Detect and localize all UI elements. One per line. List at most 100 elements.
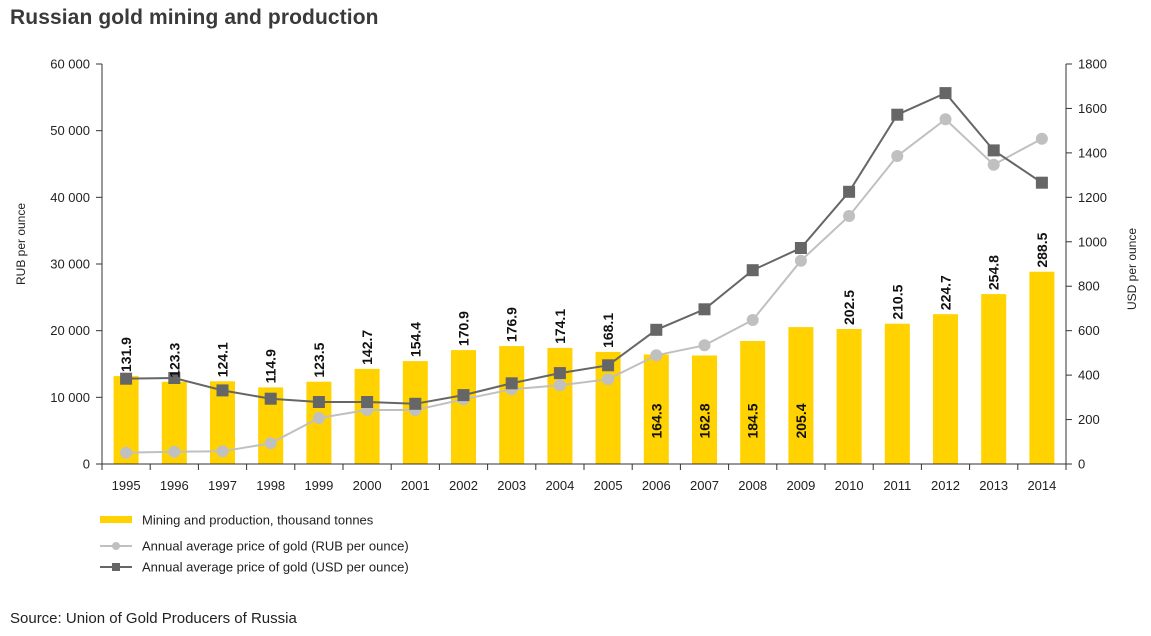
rub-point-2011 [891,150,904,162]
right-tick-label: 400 [1078,368,1100,383]
bar-labels-group: 131.9 123.3 124.1 114.9 123.5 142.7 154.4 170.9… [118,232,1050,438]
left-tick-label: 0 [83,457,90,472]
usd-point-2001 [409,397,422,410]
rub-point-1997 [216,445,229,458]
bar-2009 [788,327,814,464]
bar-value-label: 114.9 [263,349,279,383]
bar-value-label: 202.5 [841,290,857,325]
x-tick-label: 2013 [979,478,1008,493]
bar-value-label: 168.1 [600,313,616,348]
usd-point-2006 [650,323,663,336]
bar-2012 [933,314,958,464]
rub-point-2004 [553,379,566,392]
usd-price-line [126,91,1043,405]
usd-point-2007 [698,303,711,316]
usd-point-2009 [794,242,807,254]
bar-value-label: 123.3 [166,343,182,378]
bar-value-label: 142.7 [359,330,375,365]
left-tick-label: 60 000 [50,57,90,72]
x-tick-label: 2008 [738,478,767,493]
x-tick-label: 2014 [1027,478,1056,493]
legend-rub-marker [112,542,120,550]
usd-point-1998 [264,392,277,405]
usd-point-2008 [746,264,759,277]
rub-point-1995 [120,446,133,459]
rub-point-2013 [987,158,1000,171]
bar-2013 [981,294,1007,464]
bar-value-label: 224.7 [938,275,954,310]
x-tick-label: 2006 [642,478,671,493]
right-tick-label: 1800 [1078,57,1107,72]
bar-value-label: 205.4 [793,403,809,438]
rub-point-1996 [168,445,181,458]
bar-2004 [547,347,573,464]
rub-point-2012 [939,113,952,126]
usd-point-2003 [505,377,518,390]
bar-2006 [643,354,669,464]
bar-2008 [740,341,766,464]
legend-usd-marker [112,563,120,571]
rub-point-1998 [264,437,277,450]
x-tick-label: 1997 [208,478,237,493]
bar-value-label: 154.4 [407,322,423,357]
rub-point-2009 [794,254,807,267]
rub-point-1999 [312,412,325,424]
usd-point-2010 [843,185,856,198]
bar-2003 [499,346,525,464]
x-tick-label: 2005 [594,478,623,493]
x-tick-label: 1999 [304,478,333,493]
left-tick-label: 30 000 [50,257,90,272]
x-tick-label: 2000 [353,478,382,493]
bar-2011 [884,323,910,464]
right-tick-label: 1000 [1078,234,1107,249]
right-tick-label: 600 [1078,323,1100,338]
usd-point-2004 [553,367,566,380]
chart-title: Russian gold mining and production [10,6,379,29]
right-tick-label: 800 [1078,279,1100,294]
bar-value-label: 124.1 [215,342,231,377]
x-tick-label: 1998 [256,478,285,493]
rub-point-2010 [843,210,856,222]
right-tick-label: 0 [1078,457,1085,472]
x-tick-label: 1996 [160,478,189,493]
usd-point-1999 [312,396,325,408]
bars-group [113,271,1055,464]
bar-2007 [692,355,717,464]
right-tick-label: 200 [1078,412,1100,427]
left-axis-title: RUB per ounce [14,203,28,285]
usd-point-2005 [602,359,615,372]
usd-point-1997 [216,384,229,397]
right-tick-label: 1400 [1078,145,1107,160]
left-tick-label: 50 000 [50,123,90,138]
bar-value-label: 164.3 [648,403,664,438]
bar-value-label: 123.5 [311,342,327,377]
rub-point-2005 [602,373,615,386]
left-tick-label: 40 000 [50,190,90,205]
source-note: Source: Union of Gold Producers of Russi… [10,610,297,627]
left-tick-label: 20 000 [50,323,90,338]
bar-2002 [451,350,476,464]
bar-value-label: 131.9 [118,337,134,372]
legend-label-usd: Annual average price of gold (USD per ou… [142,560,409,575]
left-tick-label: 10 000 [50,390,90,405]
rub-point-2008 [746,314,759,326]
x-tick-label: 2007 [690,478,719,493]
usd-line-group [120,87,1048,410]
rub-point-2007 [698,339,711,352]
legend-label-rub: Annual average price of gold (RUB per ou… [142,539,409,554]
x-tick-label: 2012 [931,478,960,493]
bar-value-label: 170.9 [456,311,472,346]
bar-value-label: 162.8 [697,403,713,438]
usd-point-2013 [987,144,1000,157]
axes-group: 0 10 000 20 000 30 000 40 000 50 000 60 000 0 20… [14,57,1139,494]
x-tick-label: 2009 [786,478,815,493]
rub-point-2014 [1035,132,1048,145]
x-tick-label: 2003 [497,478,526,493]
x-tick-label: 2004 [545,478,574,493]
bar-2014 [1029,271,1055,464]
rub-point-2006 [650,349,663,362]
bar-value-label: 174.1 [552,309,568,344]
x-tick-label: 2002 [449,478,478,493]
bar-value-label: 210.5 [889,284,905,319]
